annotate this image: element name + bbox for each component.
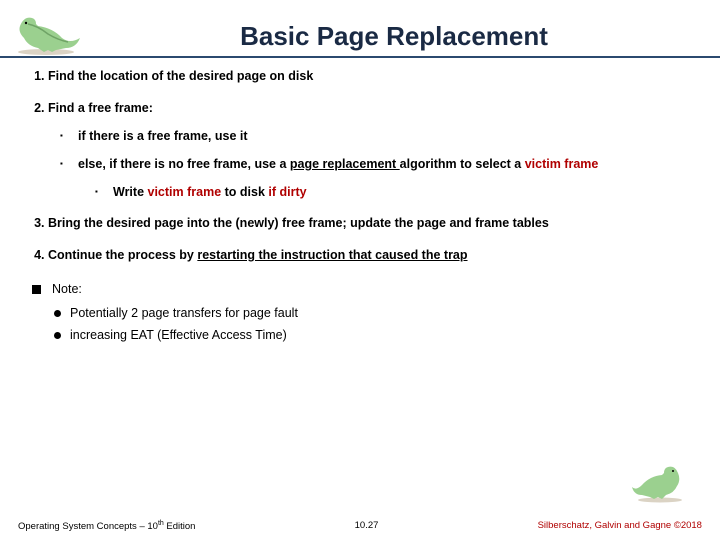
step-2: Find a free frame: if there is a free fr… [48, 100, 692, 202]
note-sublist: Potentially 2 page transfers for page fa… [52, 306, 692, 342]
step-1: Find the location of the desired page on… [48, 68, 692, 86]
footer-page-number: 10.27 [355, 520, 379, 532]
footer-copyright: Silberschatz, Galvin and Gagne ©2018 [538, 520, 702, 532]
header: Basic Page Replacement [0, 0, 720, 58]
step-2bi: Write victim frame to disk if dirty [113, 183, 692, 201]
note-label: Note: [52, 282, 82, 296]
numbered-list: Find the location of the desired page on… [28, 68, 692, 264]
note-2: increasing EAT (Effective Access Time) [70, 328, 692, 342]
footer-left: Operating System Concepts – 10th Edition [18, 520, 195, 532]
step-3: Bring the desired page into the (newly) … [48, 215, 692, 233]
slide-title: Basic Page Replacement [88, 21, 700, 56]
content: Find the location of the desired page on… [0, 68, 720, 342]
dinosaur-icon [8, 8, 88, 56]
step-4: Continue the process by restarting the i… [48, 247, 692, 265]
step-2b: else, if there is no free frame, use a p… [78, 155, 692, 201]
step-2-sublist: if there is a free frame, use it else, i… [48, 127, 692, 201]
dinosaur-footer-icon [630, 459, 690, 504]
footer: Operating System Concepts – 10th Edition… [0, 520, 720, 532]
step-2a: if there is a free frame, use it [78, 127, 692, 145]
note-block: Note: Potentially 2 page transfers for p… [28, 282, 692, 342]
step-2b-sublist: Write victim frame to disk if dirty [78, 183, 692, 201]
note-1: Potentially 2 page transfers for page fa… [70, 306, 692, 320]
